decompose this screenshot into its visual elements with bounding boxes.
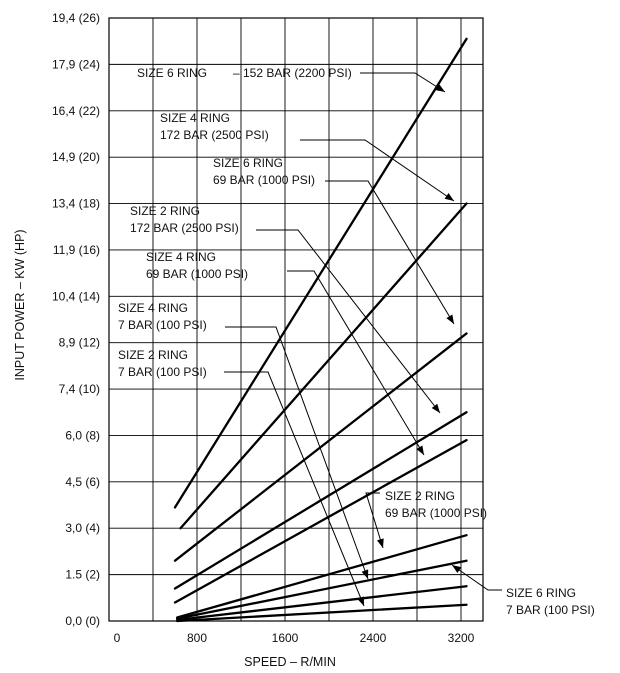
annotation-label: 7 BAR (100 PSI)	[506, 603, 595, 617]
annotation-label: 69 BAR (1000 PSI)	[385, 506, 487, 520]
y-axis-label: INPUT POWER – KW (HP)	[13, 229, 27, 380]
leader-line	[451, 564, 502, 591]
leader-line	[256, 229, 441, 414]
series-line	[179, 202, 468, 530]
leader-line	[360, 72, 446, 93]
y-tick-label: 19,4 (26)	[52, 11, 100, 25]
annotation-label: SIZE 4 RING	[146, 250, 216, 264]
series-line	[176, 585, 468, 621]
y-axis-ticks: 0,0 (0) 1.5 (2) 3,0 (4) 4,5 (6) 6,0 (8) 7,4 (…	[52, 11, 100, 628]
annotation-label: 69 BAR (1000 PSI)	[146, 267, 248, 281]
series-line	[173, 332, 468, 562]
series-line	[176, 559, 468, 620]
annotation-label: SIZE 2 RING	[118, 348, 188, 362]
series-line	[176, 603, 468, 623]
y-tick-label: 16,4 (22)	[52, 104, 100, 118]
leader-line	[225, 326, 369, 580]
annotation-label: 172 BAR (2500 PSI)	[130, 221, 239, 235]
y-tick-label: 4,5 (6)	[65, 475, 100, 489]
y-tick-label: 6,0 (8)	[65, 428, 100, 442]
y-tick-label: 17,9 (24)	[52, 57, 100, 71]
leader-line	[300, 139, 455, 202]
y-tick-label: 10,4 (14)	[52, 289, 100, 303]
y-tick-label: 1.5 (2)	[65, 568, 100, 582]
leader-arrowhead	[357, 596, 364, 606]
series-line	[176, 534, 468, 619]
x-tick-label: 2400	[360, 631, 387, 645]
leader-line	[325, 180, 455, 325]
leader-arrowhead	[431, 403, 440, 413]
x-tick-label: 3200	[448, 631, 475, 645]
leader-arrowhead	[452, 565, 462, 574]
annotation-label: SIZE 6 RING	[506, 586, 576, 600]
annotations: SIZE 6 RING – 152 BAR (2200 PSI) SIZE 4 RI…	[118, 66, 595, 617]
leader-arrowhead	[361, 569, 369, 579]
x-axis-ticks: 0 800 1600 2400 3200	[114, 631, 475, 645]
leader-arrowhead	[435, 84, 445, 92]
annotation-label: SIZE 2 RING	[385, 489, 455, 503]
annotation-label: – 152 BAR (2200 PSI)	[233, 66, 352, 80]
annotation-label: 7 BAR (100 PSI)	[118, 365, 207, 379]
annotation-label: 172 BAR (2500 PSI)	[160, 128, 269, 142]
leader-arrowhead	[416, 445, 424, 455]
x-tick-label: 1600	[272, 631, 299, 645]
series-line	[173, 37, 468, 509]
leader-line	[365, 492, 384, 549]
y-tick-label: 0,0 (0)	[65, 614, 100, 628]
annotation-label: 69 BAR (1000 PSI)	[213, 173, 315, 187]
leader-line	[224, 371, 365, 607]
x-axis-label: SPEED – R/MIN	[244, 655, 336, 669]
leader-arrowhead	[446, 314, 454, 324]
annotation-label: SIZE 2 RING	[130, 204, 200, 218]
chart-grid	[108, 17, 484, 622]
series-line	[173, 438, 468, 604]
annotation-label: SIZE 4 RING	[160, 111, 230, 125]
y-tick-label: 8,9 (12)	[59, 336, 100, 350]
series-lines	[173, 37, 468, 623]
y-tick-label: 14,9 (20)	[52, 150, 100, 164]
annotation-label: SIZE 6 RING	[213, 156, 283, 170]
y-tick-label: 13,4 (18)	[52, 197, 100, 211]
leader-arrowhead	[444, 193, 454, 201]
leader-line	[287, 270, 425, 456]
leader-arrowhead	[376, 538, 384, 548]
y-tick-label: 11,9 (16)	[53, 243, 100, 257]
y-tick-label: 7,4 (10)	[59, 382, 100, 396]
annotation-label: SIZE 6 RING	[137, 66, 207, 80]
x-tick-label: 0	[114, 631, 121, 645]
annotation-label: 7 BAR (100 PSI)	[118, 318, 207, 332]
x-tick-label: 800	[187, 631, 207, 645]
y-tick-label: 3,0 (4)	[65, 521, 100, 535]
annotation-leaders	[224, 72, 502, 607]
annotation-label: SIZE 4 RING	[118, 301, 188, 315]
